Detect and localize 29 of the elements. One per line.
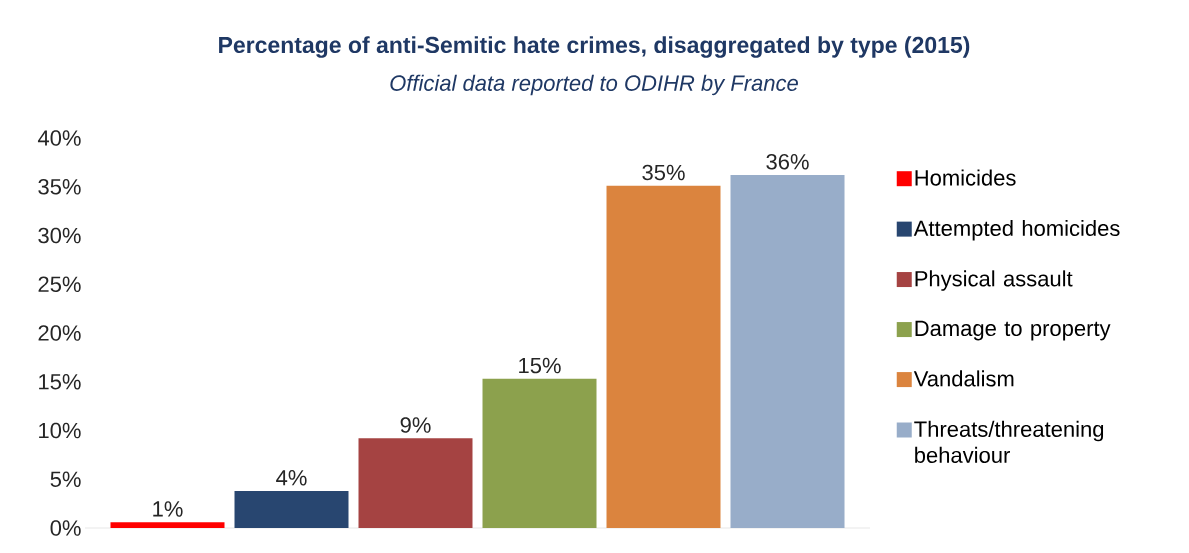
bar: [234, 490, 349, 528]
y-tick-label: 25%: [38, 276, 81, 293]
data-label: 36%: [766, 153, 809, 170]
legend-label: Attempted homicides: [913, 219, 1120, 241]
data-label: 15%: [519, 357, 561, 374]
bar: [730, 175, 845, 528]
chart-subtitle: Official data reported to ODIHR by France: [390, 74, 798, 96]
y-tick-label: 40%: [37, 130, 81, 146]
y-tick-label: 20%: [38, 325, 81, 341]
legend-label: Physical assault: [915, 270, 1073, 291]
legend-label: Homicides: [915, 169, 1016, 186]
data-label: 9%: [400, 417, 431, 433]
y-tick-label: 0%: [50, 520, 81, 536]
y-tick-label: 5%: [50, 471, 81, 487]
data-label: 4%: [276, 470, 307, 486]
legend-label: Damage to property: [915, 320, 1111, 341]
chart-title: Percentage of anti-Semitic hate crimes, disaggregated by type (2015): [219, 36, 970, 58]
y-tick-label: 15%: [39, 374, 81, 390]
bar: [482, 378, 597, 528]
bar: [606, 185, 721, 528]
y-tick-label: 30%: [38, 227, 81, 244]
legend-label: Vandalism: [913, 370, 1014, 387]
data-label: 1%: [153, 501, 183, 517]
legend-label: Threats/threatening behaviour: [914, 420, 1104, 463]
bar: [110, 522, 225, 528]
data-label: 35%: [642, 164, 685, 181]
y-tick-label: 35%: [38, 178, 81, 195]
bar: [358, 438, 473, 528]
y-tick-label: 10%: [39, 422, 81, 439]
